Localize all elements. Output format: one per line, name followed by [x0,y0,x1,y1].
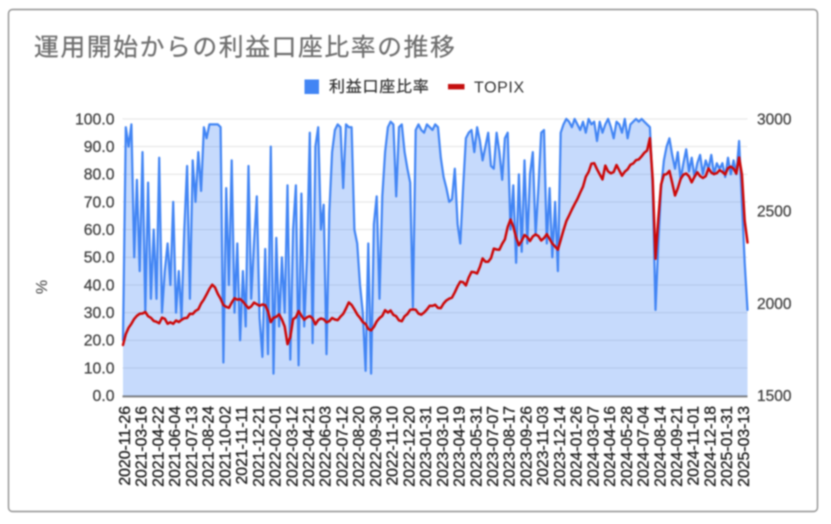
svg-text:90.0: 90.0 [84,139,115,156]
svg-text:2021-12-21: 2021-12-21 [251,406,268,487]
svg-text:2023-08-17: 2023-08-17 [502,406,519,487]
svg-text:2025-01-31: 2025-01-31 [719,406,736,487]
svg-text:2025-03-13: 2025-03-13 [736,406,753,487]
svg-text:2022-09-30: 2022-09-30 [368,406,385,487]
svg-text:2024-08-14: 2024-08-14 [652,406,669,487]
svg-text:2024-11-01: 2024-11-01 [686,406,703,486]
svg-text:2022-04-21: 2022-04-21 [301,406,318,487]
svg-text:50.0: 50.0 [84,250,115,267]
svg-text:2022-11-10: 2022-11-10 [385,406,402,486]
svg-text:2023-07-07: 2023-07-07 [485,406,502,487]
svg-text:2500: 2500 [757,204,792,221]
svg-text:3000: 3000 [757,111,792,128]
svg-text:2020-11-26: 2020-11-26 [117,406,134,486]
svg-text:2024-03-07: 2024-03-07 [585,406,602,487]
svg-text:2023-11-03: 2023-11-03 [535,406,552,486]
svg-text:2023-05-31: 2023-05-31 [468,406,485,487]
svg-text:2022-12-20: 2022-12-20 [401,406,418,487]
svg-text:2023-09-26: 2023-09-26 [519,406,536,487]
svg-text:20.0: 20.0 [84,333,115,350]
svg-text:0.0: 0.0 [93,388,115,405]
svg-text:10.0: 10.0 [84,360,115,377]
svg-text:2021-07-13: 2021-07-13 [184,406,201,487]
svg-text:2024-12-18: 2024-12-18 [703,406,720,487]
svg-text:2021-03-16: 2021-03-16 [134,406,151,487]
svg-text:40.0: 40.0 [84,277,115,294]
svg-text:100.0: 100.0 [75,111,115,128]
svg-text:30.0: 30.0 [84,305,115,322]
svg-text:2022-07-12: 2022-07-12 [335,406,352,487]
svg-text:2024-09-21: 2024-09-21 [669,406,686,487]
svg-text:2023-01-31: 2023-01-31 [418,406,435,487]
svg-text:80.0: 80.0 [84,167,115,184]
svg-text:2023-04-19: 2023-04-19 [452,406,469,487]
svg-text:2023-03-10: 2023-03-10 [435,406,452,487]
svg-text:2024-05-28: 2024-05-28 [619,406,636,487]
svg-text:2022-06-03: 2022-06-03 [318,406,335,487]
svg-text:2023-12-14: 2023-12-14 [552,406,569,487]
svg-text:2021-06-04: 2021-06-04 [167,406,184,487]
svg-text:2021-04-22: 2021-04-22 [151,406,168,487]
svg-text:2021-08-24: 2021-08-24 [201,406,218,487]
svg-text:2021-10-02: 2021-10-02 [217,406,234,487]
svg-text:2000: 2000 [757,296,792,313]
svg-text:TOPIX: TOPIX [474,80,525,97]
svg-text:70.0: 70.0 [84,194,115,211]
svg-text:2022-03-12: 2022-03-12 [284,406,301,487]
svg-text:2022-08-20: 2022-08-20 [351,406,368,487]
svg-text:2024-07-04: 2024-07-04 [636,406,653,487]
svg-text:2022-02-01: 2022-02-01 [268,406,285,487]
svg-text:%: % [34,280,51,294]
svg-text:2024-01-26: 2024-01-26 [569,406,586,487]
svg-text:2021-11-11: 2021-11-11 [234,406,251,485]
svg-text:2024-04-16: 2024-04-16 [602,406,619,487]
svg-text:1500: 1500 [757,388,792,405]
svg-text:60.0: 60.0 [84,222,115,239]
